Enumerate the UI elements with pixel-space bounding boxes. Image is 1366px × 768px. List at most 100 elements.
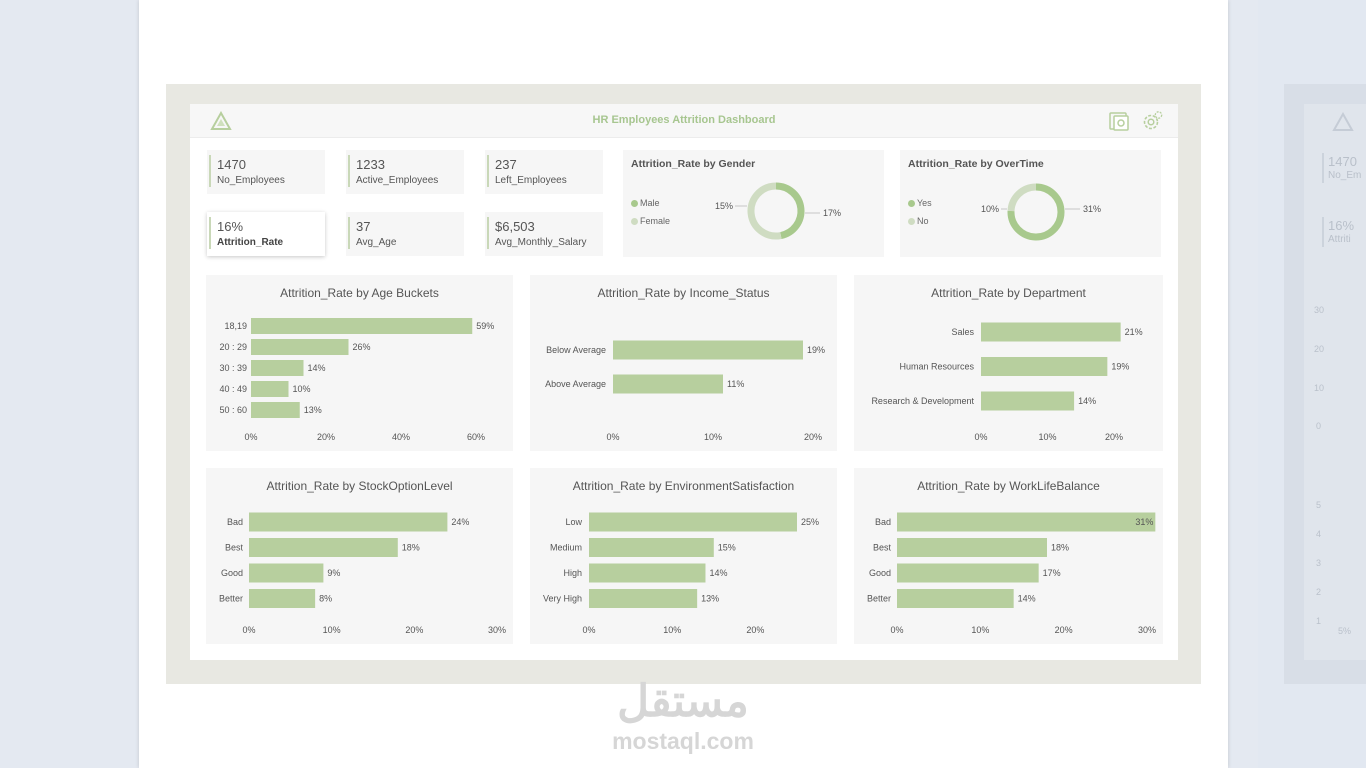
bar[interactable] [251,360,304,376]
environment-chart-card[interactable]: Attrition_Rate by EnvironmentSatisfactio… [530,468,837,644]
preview-frame: 1470 No_Em 16% Attriti 30 20 10 0 5 4 3 … [1284,84,1366,684]
preview-tick: 3 [1316,558,1322,568]
bar[interactable] [249,589,316,608]
legend-item-no[interactable]: No [908,216,929,226]
legend-item-yes[interactable]: Yes [908,198,932,208]
category-label: Medium [550,543,582,553]
data-label: 19% [807,345,825,355]
data-label: 18% [1051,543,1069,553]
department-chart-card[interactable]: Attrition_Rate by Department Sales 21% Hum… [854,275,1163,451]
bar[interactable] [251,318,473,334]
legend-item-male[interactable]: Male [631,198,660,208]
kpi-card-no-employees[interactable]: 1470 No_Employees [207,150,325,194]
chart-title: Attrition_Rate by Age Buckets [280,286,439,300]
stock-option-chart-card[interactable]: Attrition_Rate by StockOptionLevel Bad 24… [206,468,513,644]
donut-label: 10% [981,204,999,214]
kpi-label: No_Employees [217,175,285,186]
kpi-card-left-employees[interactable]: 237 Left_Employees [485,150,603,194]
chart-title: Attrition_Rate by StockOptionLevel [266,479,453,493]
work-life-balance-chart-card[interactable]: Attrition_Rate by WorkLifeBalance Bad 31%… [854,468,1163,644]
kpi-card-avg-monthly-salary[interactable]: $6,503 Avg_Monthly_Salary [485,212,603,256]
data-label: 14% [709,568,727,578]
kpi-card-active-employees[interactable]: 1233 Active_Employees [346,150,464,194]
category-label: Better [867,594,891,604]
bar[interactable] [589,589,698,608]
data-label: 25% [801,517,819,527]
preview-kpi-value: 16% [1328,218,1355,233]
income-status-chart-card[interactable]: Attrition_Rate by Income_Status Below Av… [530,275,837,451]
bar[interactable] [613,374,723,394]
category-label: Bad [875,517,891,527]
bar[interactable] [249,512,448,532]
kpi-value: 16% [217,219,244,234]
axis-tick-label: 20% [405,625,423,635]
chart-title: Attrition_Rate by Department [931,286,1086,300]
bar[interactable] [613,340,803,360]
axis-tick-label: 30% [488,625,506,635]
legend-swatch-icon [631,200,638,207]
category-label: 30 : 39 [219,363,247,373]
donut-slice[interactable] [1007,183,1037,212]
bar[interactable] [897,563,1039,583]
donut-slice[interactable] [747,182,782,240]
gender-donut-card[interactable]: Attrition_Rate by Gender Male Female 15%… [623,150,884,257]
category-label: Below Average [546,345,606,355]
kpi-card-avg-age[interactable]: 37 Avg_Age [346,212,464,256]
axis-tick-label: 20% [1055,625,1073,635]
chart-title: Attrition_Rate by Income_Status [597,286,770,300]
bar[interactable] [251,339,349,355]
gear-icon[interactable] [1140,110,1164,132]
kpi-value: 1470 [217,157,246,172]
bar[interactable] [981,357,1108,376]
category-label: Best [873,543,892,553]
category-label: Bad [227,517,243,527]
donut-label: 31% [1083,204,1101,214]
bar[interactable] [589,538,714,557]
category-label: Sales [951,327,974,337]
legend-item-female[interactable]: Female [631,216,670,226]
axis-tick-label: 60% [467,432,485,442]
bar[interactable] [249,563,324,583]
department-bar-chart: Sales 21% Human Resources 19% Research & Dev… [871,322,1143,442]
next-slide-preview[interactable]: 1470 No_Em 16% Attriti 30 20 10 0 5 4 3 … [1258,0,1366,768]
category-label: 40 : 49 [219,384,247,394]
donut-slice[interactable] [1007,183,1065,241]
preview-tick: 1 [1316,616,1322,626]
chart-title: Attrition_Rate by EnvironmentSatisfactio… [572,479,795,493]
bar[interactable] [897,512,1156,532]
axis-tick-label: 10% [663,625,681,635]
axis-tick-label: 0% [244,432,257,442]
bar[interactable] [249,538,398,557]
bar[interactable] [981,322,1121,342]
triangle-logo-icon [1332,112,1354,131]
preview-tick: 0 [1316,421,1322,431]
kpi-card-attrition-rate[interactable]: 16% Attrition_Rate [207,212,325,256]
legend-swatch-icon [908,200,915,207]
data-label: 14% [1018,594,1036,604]
axis-tick-label: 30% [1138,625,1156,635]
bar[interactable] [251,381,289,397]
bar[interactable] [251,402,300,418]
work-life-balance-bar-chart: Bad 31% Best 18% Good 17% Better 14% 0% 10% 20% 30% [867,512,1156,635]
bar[interactable] [897,538,1047,557]
preview-tick: 5 [1316,500,1322,510]
bar[interactable] [589,563,706,583]
data-label: 9% [327,568,340,578]
donut-slice[interactable] [775,182,805,239]
bar[interactable] [589,512,797,532]
bar[interactable] [897,589,1014,608]
kpi-label: Avg_Monthly_Salary [495,237,587,248]
kpi-label: Avg_Age [356,237,397,248]
preview-dashboard: 1470 No_Em 16% Attriti 30 20 10 0 5 4 3 … [1304,104,1366,660]
axis-tick-label: 0% [606,432,619,442]
overtime-donut-card[interactable]: Attrition_Rate by OverTime Yes No 10% 31% [900,150,1161,257]
bar[interactable] [981,391,1075,411]
data-label: 11% [727,379,744,389]
category-label: 18,19 [224,321,247,331]
axis-tick-label: 0% [582,625,595,635]
age-buckets-chart-card[interactable]: Attrition_Rate by Age Buckets 18,19 59% 20… [206,275,513,451]
preview-tick: 10 [1314,383,1325,393]
kpi-value: 237 [495,157,517,172]
image-export-icon[interactable] [1108,110,1130,132]
dashboard: HR Employees Attrition Dashboard 1470 No… [190,104,1178,660]
